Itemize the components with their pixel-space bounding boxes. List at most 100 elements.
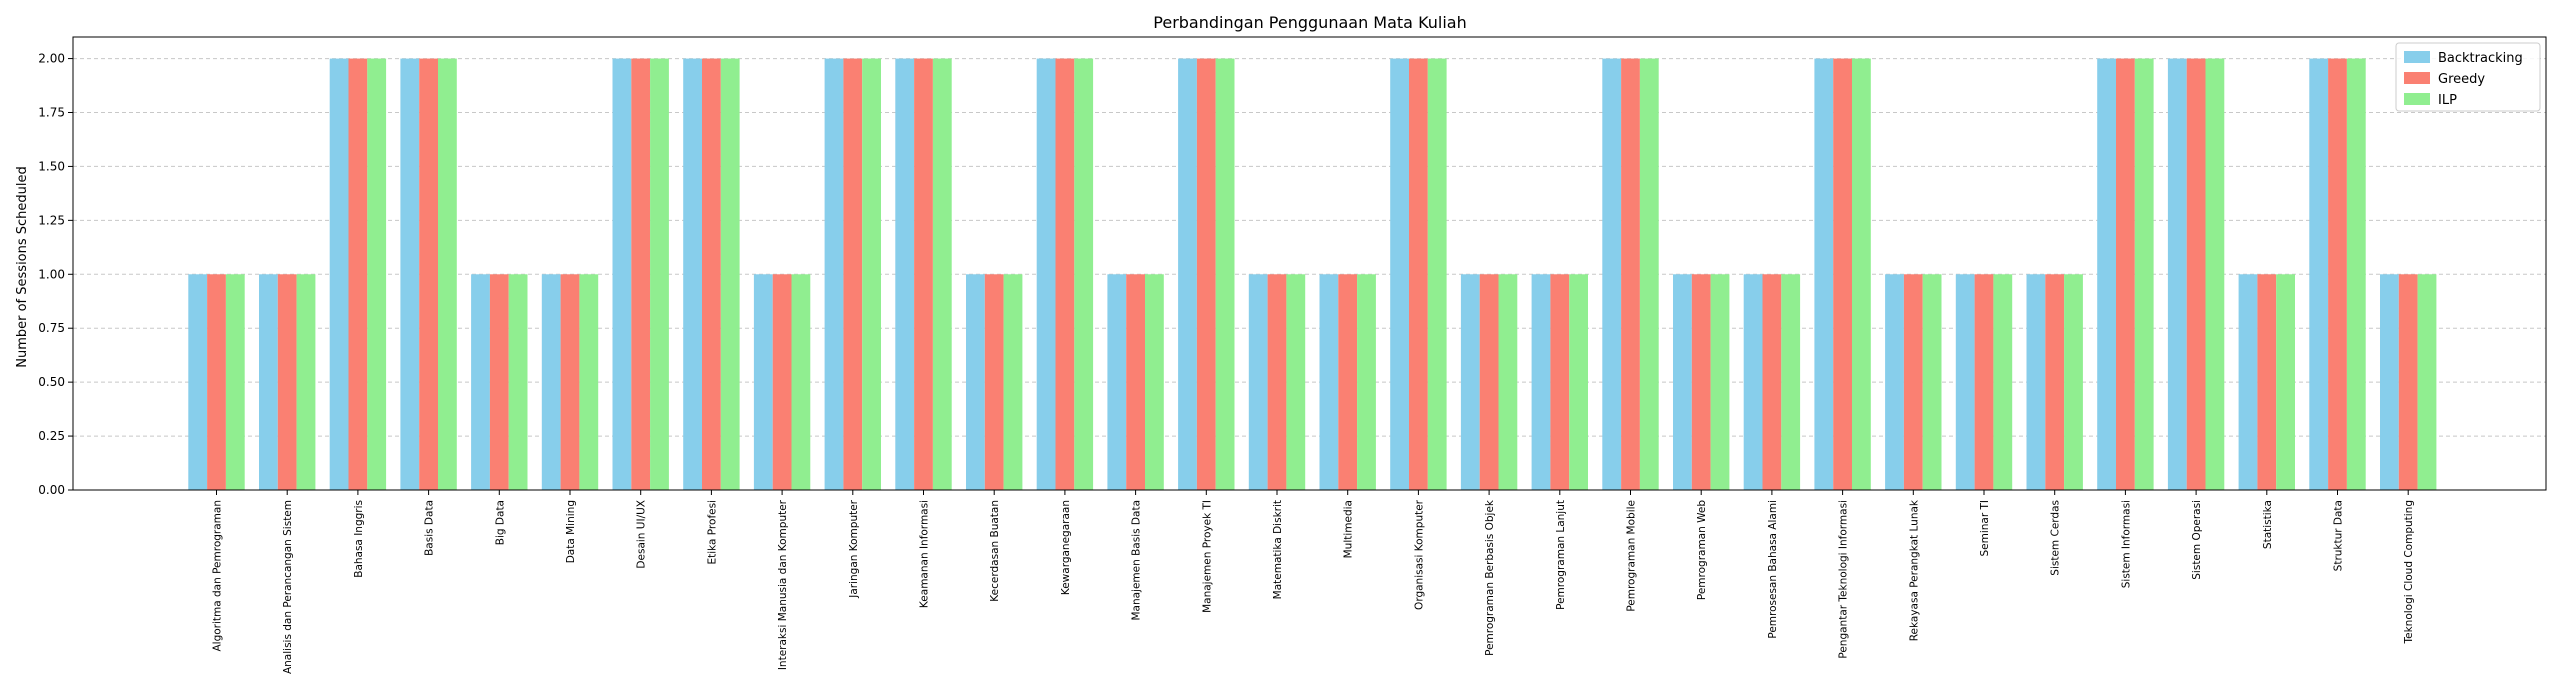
bar-backtracking — [1319, 274, 1339, 490]
bar-ilp — [1215, 58, 1235, 490]
bar-ilp — [1922, 274, 1942, 490]
bar-ilp — [367, 58, 387, 490]
bar-backtracking — [329, 58, 349, 490]
x-tick-label: Sistem Operasi — [2191, 500, 2203, 580]
bar-backtracking — [683, 58, 702, 490]
bar-ilp — [791, 274, 811, 490]
bar-backtracking — [1036, 58, 1056, 490]
bar-backtracking — [471, 274, 490, 490]
bar-backtracking — [1814, 58, 1834, 490]
bar-ilp — [720, 58, 740, 490]
bar-backtracking — [1885, 274, 1904, 490]
bar-ilp — [225, 274, 245, 490]
bar-backtracking — [2097, 58, 2116, 490]
x-tick-label: Pemrograman Lanjut — [1555, 500, 1567, 610]
bar-ilp — [2346, 58, 2366, 490]
bar-backtracking — [612, 58, 632, 490]
x-tick-label: Algoritma dan Pemrograman — [212, 500, 224, 652]
bar-ilp — [650, 58, 669, 490]
x-tick-label: Manajemen Proyek TI — [1201, 500, 1213, 613]
bar-greedy — [631, 58, 651, 490]
x-tick-label: Desain UI/UX — [636, 500, 648, 569]
bar-backtracking — [824, 58, 844, 490]
y-tick-label: 0.50 — [38, 375, 65, 389]
x-tick-label: Jaringan Komputer — [848, 499, 860, 598]
bar-backtracking — [541, 274, 561, 490]
bar-ilp — [1074, 58, 1094, 490]
bar-backtracking — [1107, 274, 1127, 490]
bar-ilp — [1639, 58, 1659, 490]
bar-greedy — [843, 58, 863, 490]
y-tick-label: 2.00 — [38, 52, 65, 66]
bar-backtracking — [259, 274, 278, 490]
bar-backtracking — [1673, 274, 1692, 490]
x-tick-label: Pemrosesan Bahasa Alami — [1767, 500, 1779, 639]
bar-ilp — [438, 58, 457, 490]
bar-greedy — [419, 58, 438, 490]
x-tick-label: Kewarganegaraan — [1060, 500, 1072, 595]
bar-backtracking — [966, 274, 985, 490]
bar-ilp — [1852, 58, 1871, 490]
bar-greedy — [277, 274, 297, 490]
y-axis-label: Number of Sessions Scheduled — [15, 166, 30, 368]
bars — [188, 58, 2437, 490]
bar-backtracking — [2238, 274, 2258, 490]
bar-ilp — [1145, 274, 1164, 490]
bar-backtracking — [2309, 58, 2329, 490]
bar-greedy — [2045, 274, 2065, 490]
bar-ilp — [2417, 274, 2437, 490]
bar-greedy — [914, 58, 933, 490]
bar-ilp — [508, 274, 528, 490]
x-tick-label: Multimedia — [1343, 500, 1355, 558]
y-tick-label: 1.50 — [38, 159, 65, 173]
bar-backtracking — [2380, 274, 2399, 490]
bar-greedy — [1762, 274, 1782, 490]
bar-ilp — [2205, 58, 2225, 490]
x-tick-label: Pemrograman Berbasis Objek — [1484, 499, 1496, 656]
y-tick-label: 0.25 — [38, 429, 65, 443]
x-tick-label: Pemrograman Mobile — [1626, 500, 1638, 612]
x-tick-label: Bahasa Inggris — [353, 500, 365, 578]
bar-ilp — [1993, 274, 2013, 490]
bar-ilp — [1357, 274, 1376, 490]
x-tick-label: Organisasi Komputer — [1413, 499, 1425, 610]
bar-ilp — [2064, 274, 2083, 490]
bar-ilp — [2276, 274, 2295, 490]
x-tick-label: Struktur Data — [2333, 500, 2345, 571]
bar-backtracking — [1743, 274, 1763, 490]
bar-ilp — [1427, 58, 1447, 490]
x-tick-label: Data Mining — [565, 500, 577, 563]
bar-ilp — [1003, 274, 1023, 490]
bar-greedy — [1550, 274, 1570, 490]
bar-greedy — [1479, 274, 1499, 490]
bar-greedy — [1621, 58, 1640, 490]
legend-swatch-ilp — [2404, 93, 2430, 105]
legend: Backtracking Greedy ILP — [2395, 42, 2541, 112]
x-tick-label: Interaksi Manusia dan Komputer — [777, 499, 789, 670]
bar-ilp — [579, 274, 599, 490]
bar-backtracking — [1390, 58, 1409, 490]
y-tick-label: 0.00 — [38, 483, 65, 497]
bar-backtracking — [2026, 274, 2046, 490]
y-tick-label: 1.25 — [38, 213, 65, 227]
bar-greedy — [1126, 274, 1145, 490]
plot-frame — [72, 36, 2547, 491]
bar-backtracking — [188, 274, 208, 490]
x-axis-ticks: Algoritma dan Pemrograman Analisis dan Pe… — [212, 490, 2415, 674]
bar-greedy — [984, 274, 1004, 490]
bar-backtracking — [1955, 274, 1975, 490]
legend-label-backtracking: Backtracking — [2438, 51, 2523, 66]
bar-ilp — [296, 274, 316, 490]
bar-greedy — [560, 274, 580, 490]
bar-ilp — [862, 58, 881, 490]
bar-greedy — [2116, 58, 2135, 490]
bar-greedy — [1409, 58, 1428, 490]
legend-box — [2395, 42, 2541, 112]
bar-greedy — [1055, 58, 1075, 490]
bar-ilp — [932, 58, 952, 490]
bar-ilp — [1498, 274, 1518, 490]
bar-greedy — [1691, 274, 1711, 490]
x-tick-label: Teknologi Cloud Computing — [2403, 500, 2415, 645]
chart-title: Perbandingan Penggunaan Mata Kuliah — [1153, 13, 1466, 32]
